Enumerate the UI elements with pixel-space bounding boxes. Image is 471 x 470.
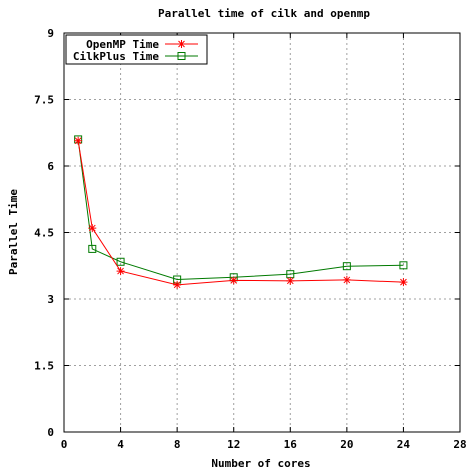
y-tick-label: 7.5 (34, 94, 54, 107)
legend-label: CilkPlus Time (73, 50, 159, 63)
y-axis-label: Parallel Time (7, 189, 20, 275)
y-tick-label: 3 (47, 293, 54, 306)
legend-label: OpenMP Time (86, 38, 159, 51)
series-layer (74, 135, 408, 289)
y-tick-label: 9 (47, 27, 54, 40)
data-point-openmp-time (74, 136, 83, 145)
series-openmp-time (74, 136, 408, 289)
x-tick-label: 8 (174, 438, 181, 451)
data-point-openmp-time (173, 280, 182, 289)
x-axis-label: Number of cores (211, 457, 310, 470)
legend-entry: CilkPlus Time (73, 50, 198, 63)
data-point-cilkplus-time (342, 262, 351, 271)
series-line-openmp-time (77, 140, 404, 286)
y-tick-label: 1.5 (34, 360, 54, 373)
data-point-openmp-time (229, 276, 238, 285)
legend-marker (177, 40, 186, 48)
y-tick-label: 6 (47, 160, 54, 173)
legend-entry: OpenMP Time (86, 38, 198, 51)
x-tick-label: 24 (397, 438, 411, 451)
x-tick-label: 20 (340, 438, 353, 451)
y-tick-label: 0 (47, 426, 54, 439)
legend-marker (177, 52, 186, 60)
data-point-cilkplus-time (88, 244, 97, 253)
y-tick-label: 4.5 (34, 227, 54, 240)
axis-ticks: 0 4 8 12 16 20 24 28 0 1.5 3 4.5 6 7.5 9 (34, 27, 467, 451)
x-tick-label: 12 (227, 438, 240, 451)
x-tick-label: 0 (61, 438, 68, 451)
grid-lines (64, 33, 460, 432)
data-point-openmp-time (286, 276, 295, 285)
data-point-openmp-time (399, 278, 408, 287)
data-point-cilkplus-time (116, 257, 125, 266)
x-tick-label: 28 (453, 438, 466, 451)
x-tick-label: 16 (284, 438, 298, 451)
data-point-openmp-time (116, 267, 125, 276)
data-point-openmp-time (342, 275, 351, 284)
data-point-openmp-time (88, 224, 97, 233)
series-line-cilkplus-time (77, 139, 404, 280)
data-point-cilkplus-time (399, 261, 408, 270)
x-tick-label: 4 (117, 438, 124, 451)
series-cilkplus-time (74, 135, 408, 284)
chart-title: Parallel time of cilk and openmp (158, 7, 370, 20)
